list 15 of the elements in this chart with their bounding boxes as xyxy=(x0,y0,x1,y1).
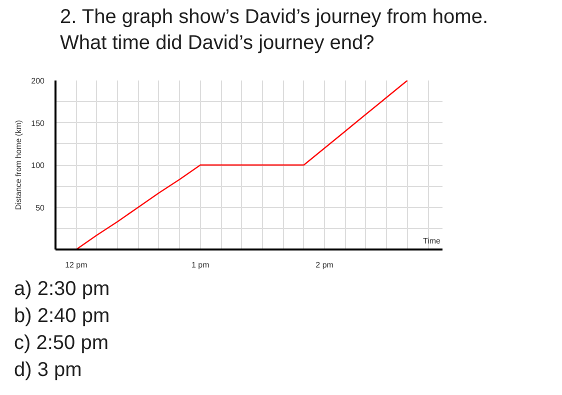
y-tick-label: 100 xyxy=(31,161,46,170)
text: c) 2:50 pm xyxy=(14,331,110,356)
x-tick-label: 1 pm xyxy=(191,260,210,270)
x-axis-title: Time xyxy=(423,236,442,246)
y-tick-label: 200 xyxy=(31,76,46,86)
y-axis-title: Distance from home (km) xyxy=(14,120,24,210)
text: b) 2:40 pm xyxy=(14,304,110,329)
text: a) 2:30 pm xyxy=(14,277,110,302)
y-tick-label: 50 xyxy=(36,203,46,212)
x-tick-label: 2 pm xyxy=(316,260,334,270)
line-series xyxy=(76,80,408,250)
chart-title: 2. The graph show’s David’s journey from home. What time did David’s journey end? xyxy=(59,5,488,56)
y-tick-label: 150 xyxy=(31,118,46,128)
text: d) 3 pm xyxy=(14,358,83,383)
x-tick-label: 12 pm xyxy=(65,260,88,270)
